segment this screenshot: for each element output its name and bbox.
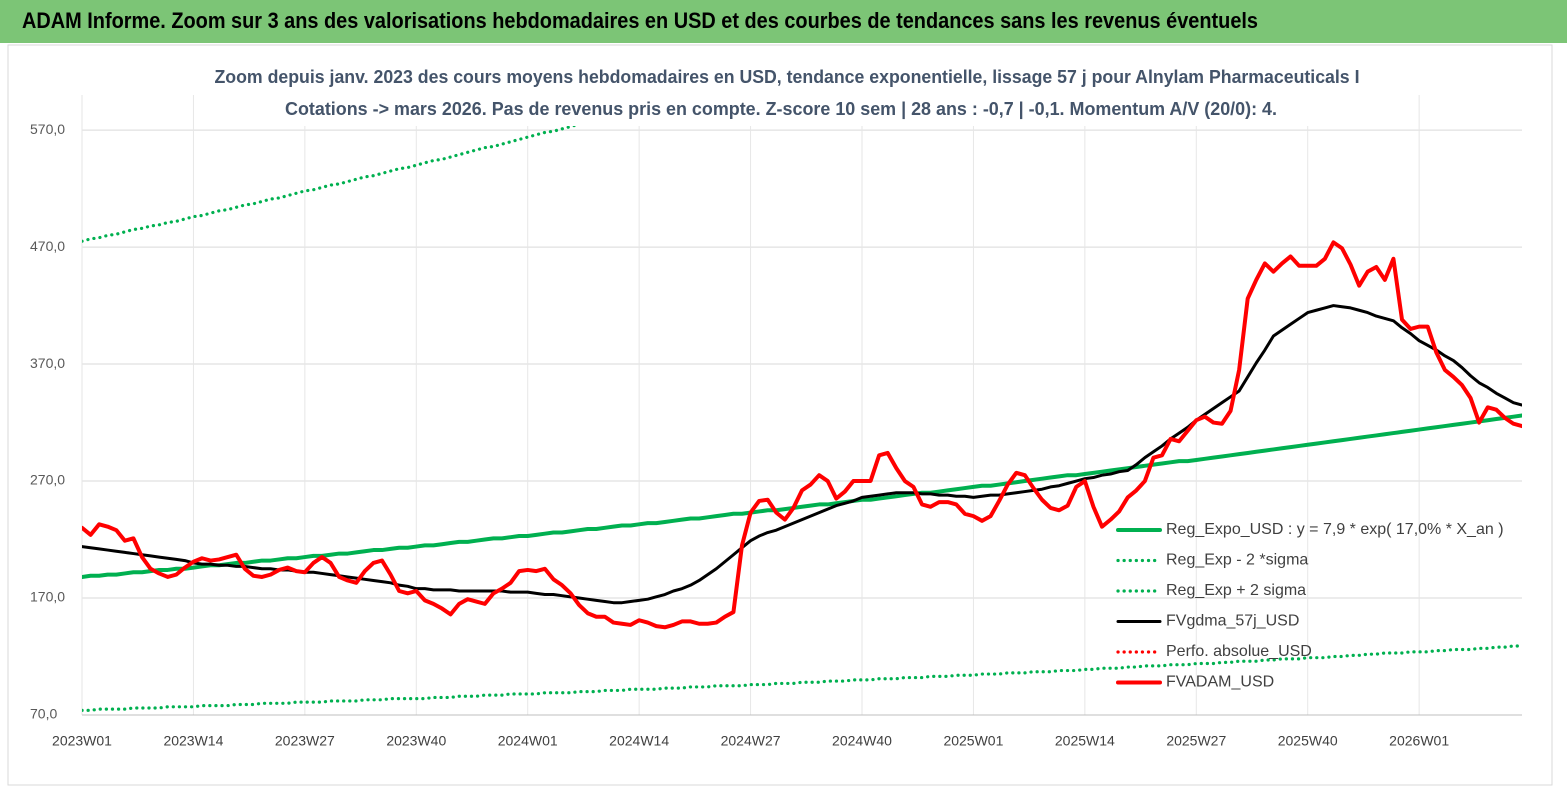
x-tick-label: 2024W14: [609, 733, 669, 749]
x-tick-label: 2025W27: [1166, 733, 1226, 749]
legend-label: Reg_Exp - 2 *sigma: [1166, 552, 1308, 569]
y-tick-label: 270,0: [30, 472, 65, 488]
chart-title: Zoom depuis janv. 2023 des cours moyens …: [215, 67, 1360, 87]
x-tick-label: 2025W40: [1278, 733, 1338, 749]
x-tick-label: 2024W40: [832, 733, 892, 749]
x-tick-label: 2023W14: [163, 733, 223, 749]
plot-area: 70,0 170,0 270,0 370,0 470,0 570,0 2023W01 2023…: [30, 95, 1522, 749]
x-tick-label: 2023W27: [275, 733, 335, 749]
header-title: ADAM Informe. Zoom sur 3 ans des valoris…: [22, 8, 1258, 33]
legend-label: Perfo. absolue_USD: [1166, 643, 1312, 660]
x-tick-label: 2023W40: [386, 733, 446, 749]
header-bar: [0, 0, 1567, 43]
y-tick-label: 370,0: [30, 355, 65, 371]
x-tick-label: 2026W01: [1389, 733, 1449, 749]
y-tick-label: 170,0: [30, 589, 65, 605]
x-tick-label: 2023W01: [52, 733, 112, 749]
y-tick-label: 70,0: [30, 706, 57, 722]
x-tick-label: 2024W27: [721, 733, 781, 749]
x-tick-label: 2025W14: [1055, 733, 1115, 749]
series-line: [82, 240, 1522, 630]
chart-border: [7, 44, 1553, 786]
series-line: [82, 304, 1522, 605]
y-tick-label: 470,0: [30, 238, 65, 254]
legend: Reg_Expo_USD : y = 7,9 * exp( 17,0% * X_…: [1116, 521, 1504, 691]
legend-label: FVgdma_57j_USD: [1166, 613, 1299, 630]
x-tick-label: 2024W01: [498, 733, 558, 749]
legend-label: Reg_Exp + 2 sigma: [1166, 582, 1306, 599]
y-tick-label: 570,0: [30, 121, 65, 137]
legend-label: FVADAM_USD: [1166, 674, 1274, 691]
chart-subtitle: Cotations -> mars 2026. Pas de revenus p…: [285, 99, 1277, 119]
legend-label: Reg_Expo_USD : y = 7,9 * exp( 17,0% * X_…: [1166, 521, 1504, 538]
x-tick-label: 2025W01: [943, 733, 1003, 749]
title-box: [200, 60, 1346, 126]
